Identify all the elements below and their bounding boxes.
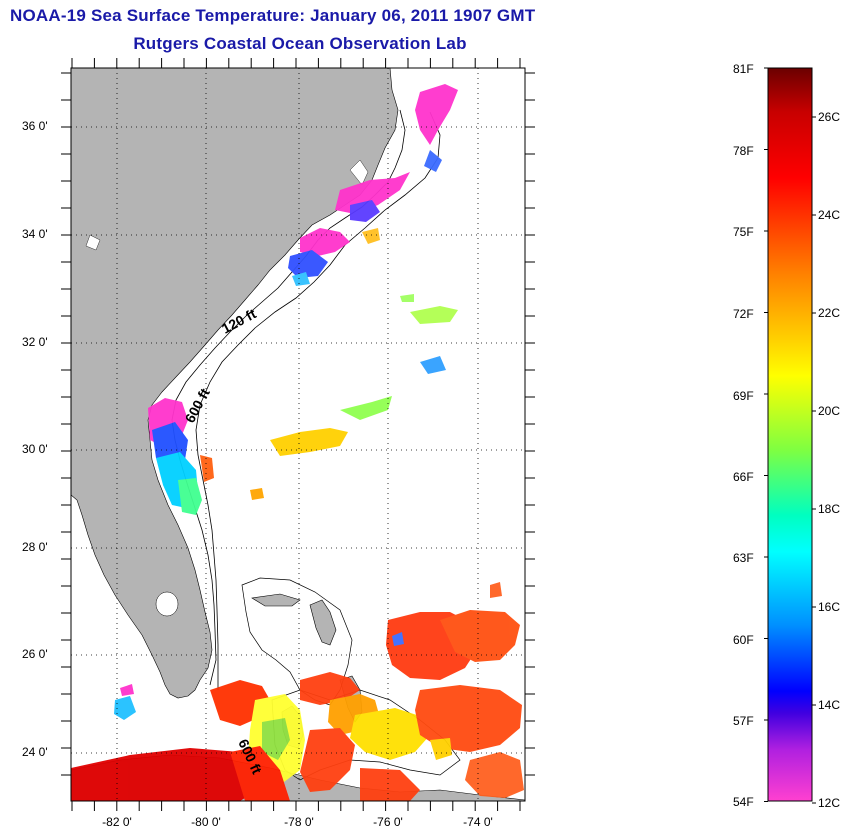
colorbar-f-label: 75F — [733, 225, 754, 239]
colorbar-c-label: 16C — [818, 600, 841, 614]
map-grid — [71, 68, 525, 801]
landmass-grand-bahama — [251, 593, 301, 607]
map-frame — [70, 67, 526, 802]
lat-label: 28 0' — [22, 540, 48, 554]
colorbar-f-label: 57F — [733, 714, 754, 728]
lat-label: 30 0' — [22, 442, 48, 456]
lon-label: -78 0' — [284, 815, 314, 829]
colorbar-f-label: 69F — [733, 389, 754, 403]
sst-data — [71, 84, 524, 801]
colorbar-c-label: 14C — [818, 698, 841, 712]
lat-label: 36 0' — [22, 119, 48, 133]
colorbar-f-label: 66F — [733, 470, 754, 484]
lake-okeechobee — [155, 591, 179, 617]
lon-label: -76 0' — [373, 815, 403, 829]
isobath-600ft — [195, 111, 441, 690]
lon-label: -80 0' — [191, 815, 221, 829]
colorbar — [767, 67, 813, 802]
colorbar-f-label: 78F — [733, 144, 754, 158]
colorbar-f-label: 54F — [733, 795, 754, 809]
lat-label: 26 0' — [22, 647, 48, 661]
colorbar-f-label: 63F — [733, 551, 754, 565]
axis-ticks — [61, 58, 535, 811]
colorbar-c-label: 18C — [818, 502, 841, 516]
lat-label: 24 0' — [22, 745, 48, 759]
colorbar-c-label: 22C — [818, 306, 841, 320]
colorbar-c-label: 24C — [818, 208, 841, 222]
colorbar-f-label: 72F — [733, 307, 754, 321]
map-title: NOAA-19 Sea Surface Temperature: January… — [10, 6, 536, 25]
colorbar-f-label: 60F — [733, 633, 754, 647]
map-subtitle: Rutgers Coastal Ocean Observation Lab — [133, 34, 467, 53]
lat-label: 34 0' — [22, 227, 48, 241]
inland-water — [349, 159, 369, 186]
lon-label: -82 0' — [102, 815, 132, 829]
landmass-abaco — [309, 599, 337, 646]
colorbar-c-label: 26C — [818, 110, 841, 124]
colorbar-f-label: 81F — [733, 62, 754, 76]
inland-water — [85, 234, 101, 251]
lat-label: 32 0' — [22, 335, 48, 349]
colorbar-c-label: 20C — [818, 404, 841, 418]
colorbar-c-label: 12C — [818, 796, 841, 810]
colorbar-ticks — [764, 67, 816, 804]
lon-label: -74 0' — [463, 815, 493, 829]
